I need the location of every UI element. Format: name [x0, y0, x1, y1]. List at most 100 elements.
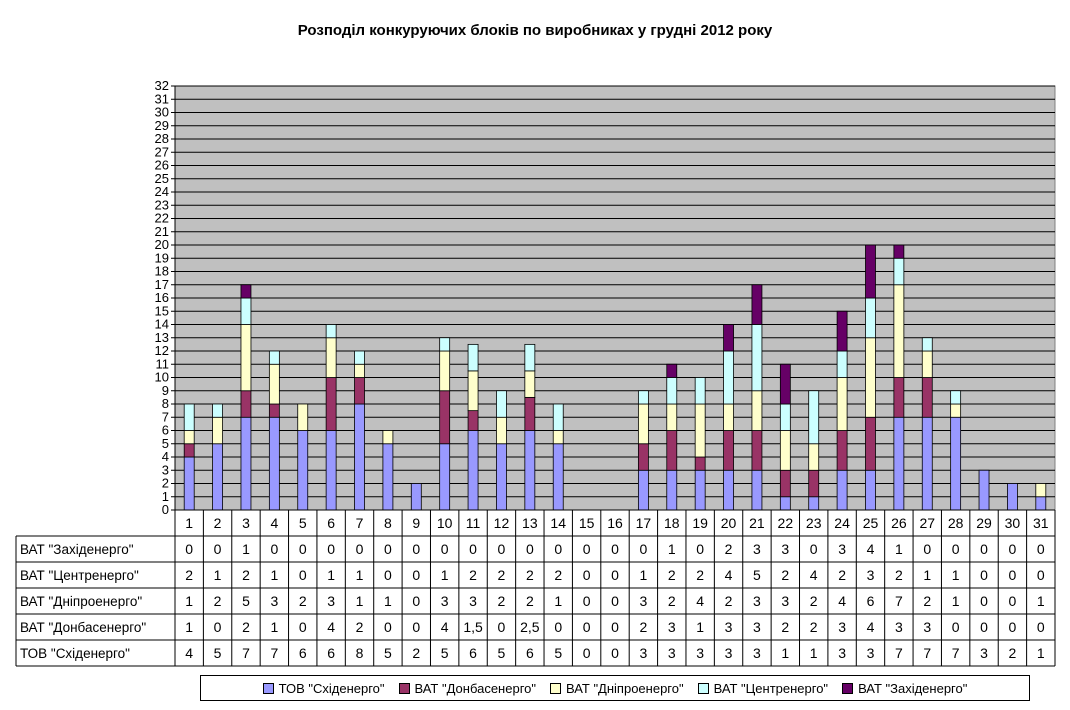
y-tick-label: 29: [155, 118, 169, 133]
bar-segment: [779, 496, 791, 511]
bar-segment: [921, 350, 933, 378]
data-label: 3: [838, 619, 846, 635]
y-tick-label: 12: [155, 343, 169, 358]
legend-item: ВАТ "Західенерго": [842, 681, 967, 696]
table-row-label: ВАТ "Донбасенерго": [20, 620, 146, 635]
data-label: 1: [668, 541, 676, 557]
bar-segment: [240, 390, 252, 418]
bar-segment: [723, 350, 734, 405]
bar-segment: [950, 390, 962, 405]
bar-segment: [212, 403, 223, 418]
data-label: 1: [639, 567, 647, 583]
y-tick-label: 1: [162, 489, 169, 504]
data-label: 1: [781, 645, 789, 661]
y-tick-label: 30: [155, 105, 169, 120]
bar-segment: [183, 430, 195, 445]
bar-segment: [496, 416, 507, 445]
bar-segment: [637, 443, 649, 471]
y-tick-label: 19: [155, 250, 169, 265]
legend-label: ВАТ "Дніпроенерго": [566, 680, 684, 696]
x-tick-label: 20: [721, 515, 737, 531]
data-label: 0: [1009, 619, 1017, 635]
data-label: 0: [1009, 593, 1017, 609]
y-tick-label: 32: [155, 78, 169, 93]
data-label: 3: [725, 645, 733, 661]
bar-segment: [836, 310, 848, 352]
data-label: 7: [923, 645, 931, 661]
data-label: 2: [725, 541, 733, 557]
bar-segment: [325, 377, 337, 431]
data-label: 2: [639, 619, 647, 635]
data-label: 4: [185, 645, 193, 661]
data-label: 2: [299, 593, 307, 609]
x-tick-label: 8: [384, 515, 392, 531]
x-tick-label: 29: [976, 515, 992, 531]
bar-segment: [552, 403, 564, 431]
x-tick-label: 5: [299, 515, 307, 531]
data-label: 3: [753, 541, 761, 557]
data-label: 4: [867, 619, 875, 635]
bar-segment: [354, 350, 365, 365]
y-tick-label: 15: [155, 303, 169, 318]
bar-segment: [354, 403, 365, 511]
bar-segment: [212, 443, 223, 511]
bar-segment: [240, 416, 252, 511]
table-row-label: ВАТ "Центренерго": [20, 568, 139, 583]
data-label: 2: [185, 567, 193, 583]
bar-segment: [666, 403, 678, 431]
data-label: 1: [952, 593, 960, 609]
data-label: 0: [327, 541, 335, 557]
data-label: 0: [583, 567, 591, 583]
data-label: 5: [242, 593, 250, 609]
data-label: 3: [270, 593, 278, 609]
data-label: 0: [611, 541, 619, 557]
data-label: 0: [356, 541, 364, 557]
legend-swatch: [550, 682, 561, 694]
data-label: 3: [753, 593, 761, 609]
x-tick-label: 18: [664, 515, 680, 531]
data-label: 0: [611, 567, 619, 583]
bar-segment: [779, 430, 791, 471]
data-label: 3: [639, 645, 647, 661]
bar-segment: [836, 430, 848, 471]
x-tick-label: 25: [863, 515, 879, 531]
x-tick-label: 2: [214, 515, 222, 531]
bar-segment: [751, 430, 763, 471]
bar-segment: [694, 469, 706, 511]
data-label: 2: [781, 619, 789, 635]
bar-segment: [1035, 483, 1047, 498]
data-label: 7: [242, 645, 250, 661]
data-label: 1,5: [463, 619, 483, 635]
y-tick-label: 13: [155, 330, 169, 345]
bar-segment: [751, 284, 763, 325]
bar-segment: [921, 377, 933, 418]
y-tick-label: 20: [155, 237, 169, 252]
data-label: 8: [356, 645, 364, 661]
data-label: 0: [923, 541, 931, 557]
x-tick-label: 10: [437, 515, 453, 531]
x-tick-label: 19: [692, 515, 708, 531]
bar-segment: [325, 430, 337, 511]
data-label: 1: [242, 541, 250, 557]
data-label: 4: [867, 541, 875, 557]
x-tick-label: 9: [412, 515, 420, 531]
data-label: 0: [611, 593, 619, 609]
data-label: 3: [867, 567, 875, 583]
data-label: 6: [526, 645, 534, 661]
bar-segment: [723, 469, 734, 511]
data-label: 3: [867, 645, 875, 661]
y-tick-label: 16: [155, 290, 169, 305]
data-label: 0: [1037, 619, 1045, 635]
bar-segment: [297, 403, 309, 431]
data-label: 0: [299, 541, 307, 557]
bar-segment: [865, 244, 876, 299]
bar-segment: [950, 416, 962, 511]
data-label: 3: [668, 645, 676, 661]
data-label: 2: [781, 567, 789, 583]
bar-segment: [751, 469, 763, 511]
bar-segment: [439, 350, 451, 392]
y-tick-label: 23: [155, 197, 169, 212]
bar-segment: [779, 403, 791, 431]
data-label: 0: [270, 541, 278, 557]
x-tick-label: 16: [607, 515, 623, 531]
